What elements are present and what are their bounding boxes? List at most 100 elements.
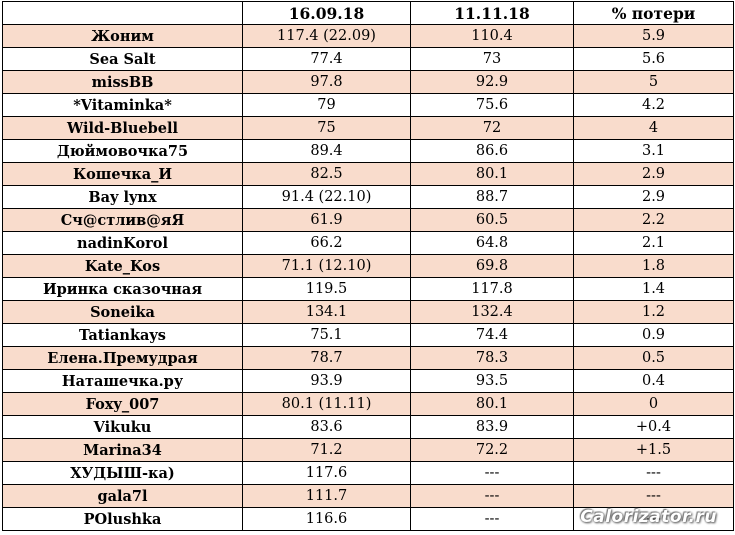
- weight-start: 75: [242, 116, 411, 140]
- loss-percent: 1.2: [573, 300, 734, 324]
- table-row: Foxy_007 80.1 (11.11) 80.1 0: [2, 392, 734, 416]
- participant-name: missBB: [2, 70, 243, 94]
- loss-percent: 4: [573, 116, 734, 140]
- table-row: Сч@стлив@яЯ 61.9 60.5 2.2: [2, 208, 734, 232]
- weight-start: 117.6: [242, 461, 411, 485]
- table-row: Иринка сказочная 119.5 117.8 1.4: [2, 277, 734, 301]
- participant-name: Soneika: [2, 300, 243, 324]
- weight-end: 83.9: [410, 415, 574, 439]
- weight-start: 93.9: [242, 369, 411, 393]
- weight-start: 91.4 (22.10): [242, 185, 411, 209]
- weight-end: 78.3: [410, 346, 574, 370]
- weight-end: 132.4: [410, 300, 574, 324]
- weight-end: 73: [410, 47, 574, 71]
- weight-end: 75.6: [410, 93, 574, 117]
- table-row: Жоним 117.4 (22.09) 110.4 5.9: [2, 24, 734, 48]
- weight-end: 88.7: [410, 185, 574, 209]
- weight-start: 71.1 (12.10): [242, 254, 411, 278]
- weight-end: 60.5: [410, 208, 574, 232]
- weight-start: 111.7: [242, 484, 411, 508]
- table-row: missBB 97.8 92.9 5: [2, 70, 734, 94]
- loss-percent: ---: [573, 507, 734, 531]
- table-row: Наташечка.ру 93.9 93.5 0.4: [2, 369, 734, 393]
- loss-percent: 2.9: [573, 185, 734, 209]
- loss-percent: 2.2: [573, 208, 734, 232]
- weight-end: 110.4: [410, 24, 574, 48]
- header-date-end: 11.11.18: [410, 1, 574, 25]
- loss-percent: +0.4: [573, 415, 734, 439]
- table-row: Soneika 134.1 132.4 1.2: [2, 300, 734, 324]
- weight-end: 86.6: [410, 139, 574, 163]
- weight-start: 75.1: [242, 323, 411, 347]
- loss-percent: 0.5: [573, 346, 734, 370]
- weight-start: 119.5: [242, 277, 411, 301]
- table-row: Sea Salt 77.4 73 5.6: [2, 47, 734, 71]
- participant-name: Кошечка_И: [2, 162, 243, 186]
- participant-name: Bay lynx: [2, 185, 243, 209]
- loss-percent: 1.8: [573, 254, 734, 278]
- participant-name: Vikuku: [2, 415, 243, 439]
- table-row: ХУДЫШ-ка) 117.6 --- ---: [2, 461, 734, 485]
- weight-start: 80.1 (11.11): [242, 392, 411, 416]
- header-loss-percent: % потери: [573, 1, 734, 25]
- loss-percent: 2.1: [573, 231, 734, 255]
- weight-end: 93.5: [410, 369, 574, 393]
- participant-name: gala7l: [2, 484, 243, 508]
- participant-name: Дюймовочка75: [2, 139, 243, 163]
- header-date-start: 16.09.18: [242, 1, 411, 25]
- loss-percent: ---: [573, 484, 734, 508]
- participant-name: Tatiankays: [2, 323, 243, 347]
- loss-percent: 3.1: [573, 139, 734, 163]
- table-row: Дюймовочка75 89.4 86.6 3.1: [2, 139, 734, 163]
- weight-start: 83.6: [242, 415, 411, 439]
- table-row: gala7l 111.7 --- ---: [2, 484, 734, 508]
- participant-name: Елена.Премудрая: [2, 346, 243, 370]
- table-row: Vikuku 83.6 83.9 +0.4: [2, 415, 734, 439]
- weight-end: 92.9: [410, 70, 574, 94]
- weight-start: 82.5: [242, 162, 411, 186]
- weight-end: ---: [410, 507, 574, 531]
- loss-percent: 4.2: [573, 93, 734, 117]
- table-row: Tatiankays 75.1 74.4 0.9: [2, 323, 734, 347]
- loss-percent: +1.5: [573, 438, 734, 462]
- table-row: nadinKorol 66.2 64.8 2.1: [2, 231, 734, 255]
- loss-percent: 0: [573, 392, 734, 416]
- weight-end: 64.8: [410, 231, 574, 255]
- loss-percent: ---: [573, 461, 734, 485]
- watermark-logo: Calorizator.ru: [580, 507, 717, 527]
- weight-end: ---: [410, 484, 574, 508]
- weight-end: 69.8: [410, 254, 574, 278]
- participant-name: Наташечка.ру: [2, 369, 243, 393]
- weight-end: 72: [410, 116, 574, 140]
- participant-name: POlushka: [2, 507, 243, 531]
- weight-start: 78.7: [242, 346, 411, 370]
- weight-start: 66.2: [242, 231, 411, 255]
- table-row: Кошечка_И 82.5 80.1 2.9: [2, 162, 734, 186]
- participant-name: Kate_Kos: [2, 254, 243, 278]
- weight-start: 61.9: [242, 208, 411, 232]
- loss-percent: 0.9: [573, 323, 734, 347]
- table-row: Marina34 71.2 72.2 +1.5: [2, 438, 734, 462]
- participant-name: *Vitaminka*: [2, 93, 243, 117]
- table-row: POlushka 116.6 --- ---: [2, 507, 734, 531]
- weight-start: 79: [242, 93, 411, 117]
- participant-name: nadinKorol: [2, 231, 243, 255]
- weight-start: 116.6: [242, 507, 411, 531]
- weight-end: ---: [410, 461, 574, 485]
- weight-end: 72.2: [410, 438, 574, 462]
- weight-end: 80.1: [410, 392, 574, 416]
- loss-percent: 2.9: [573, 162, 734, 186]
- loss-percent: 1.4: [573, 277, 734, 301]
- loss-percent: 5: [573, 70, 734, 94]
- participant-name: Иринка сказочная: [2, 277, 243, 301]
- table-body: Жоним 117.4 (22.09) 110.4 5.9 Sea Salt 77.4 73…: [2, 24, 734, 531]
- participant-name: Marina34: [2, 438, 243, 462]
- weight-start: 71.2: [242, 438, 411, 462]
- participant-name: Foxy_007: [2, 392, 243, 416]
- participant-name: Sea Salt: [2, 47, 243, 71]
- table-row: Елена.Премудрая 78.7 78.3 0.5: [2, 346, 734, 370]
- loss-percent: 0.4: [573, 369, 734, 393]
- table-row: Kate_Kos 71.1 (12.10) 69.8 1.8: [2, 254, 734, 278]
- header-row: 16.09.18 11.11.18 % потери: [2, 1, 734, 25]
